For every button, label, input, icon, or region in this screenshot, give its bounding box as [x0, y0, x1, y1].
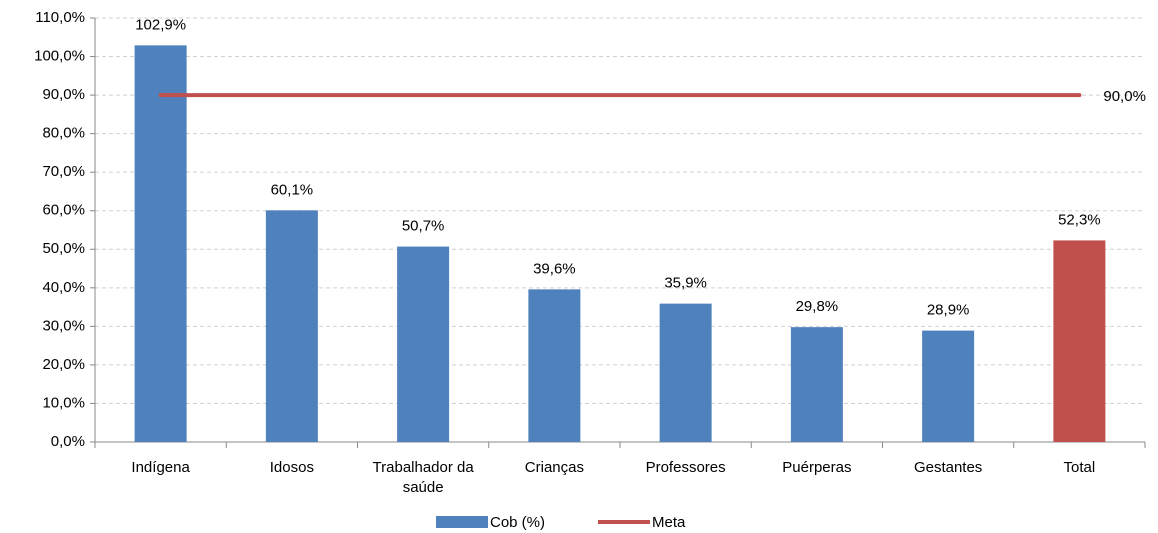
y-tick-label: 30,0%: [42, 317, 85, 334]
x-tick-label: Indígena: [131, 459, 190, 476]
legend-swatch: [436, 516, 488, 528]
x-tick-label: Crianças: [524, 459, 584, 476]
x-label-box: Puérperas: [782, 459, 852, 476]
value-label: 29,8%: [796, 298, 839, 315]
x-label-box: Gestantes: [913, 459, 983, 476]
value-label: 50,7%: [402, 218, 445, 235]
x-label-box: Professores: [645, 459, 726, 476]
bar: [790, 327, 843, 442]
x-tick-label: Puérperas: [782, 459, 852, 476]
value-label: 60,1%: [271, 181, 314, 198]
bar: [265, 210, 318, 442]
y-tick-label: 0,0%: [51, 433, 85, 450]
value-label: 28,9%: [927, 302, 970, 319]
y-tick-label: 90,0%: [42, 86, 85, 103]
x-tick-label: Professores: [645, 459, 726, 476]
x-tick-label: Total: [1063, 459, 1096, 476]
y-tick-label: 60,0%: [42, 202, 85, 219]
x-label-box: Idosos: [269, 459, 314, 476]
value-label: 102,9%: [135, 16, 186, 33]
x-tick-label: Gestantes: [913, 459, 983, 476]
x-label-box: Crianças: [524, 459, 584, 476]
y-tick-label: 40,0%: [42, 279, 85, 296]
x-tick-label: Idosos: [269, 459, 314, 476]
bar: [659, 303, 712, 442]
bar: [134, 45, 187, 442]
y-tick-label: 20,0%: [42, 356, 85, 373]
bar: [1053, 240, 1106, 442]
value-label: 90,0%: [1103, 88, 1146, 105]
x-tick-label: Trabalhador da saúde: [372, 459, 474, 496]
y-tick-label: 70,0%: [42, 163, 85, 180]
value-label: 39,6%: [533, 260, 576, 277]
value-label: 35,9%: [664, 275, 707, 292]
y-tick-label: 10,0%: [42, 394, 85, 411]
x-label-box: Total: [1063, 459, 1096, 476]
x-label-box: Indígena: [131, 459, 190, 476]
y-tick-label: 50,0%: [42, 240, 85, 257]
y-tick-label: 80,0%: [42, 125, 85, 142]
bar: [922, 330, 975, 442]
bar: [528, 289, 581, 442]
bar: [397, 246, 450, 442]
x-label-box: Trabalhador da saúde: [372, 459, 474, 496]
legend-label: Meta: [652, 514, 686, 531]
value-label: 52,3%: [1058, 211, 1101, 228]
legend-label: Cob (%): [490, 514, 545, 531]
y-tick-label: 100,0%: [34, 48, 85, 65]
y-tick-label: 110,0%: [35, 9, 85, 26]
